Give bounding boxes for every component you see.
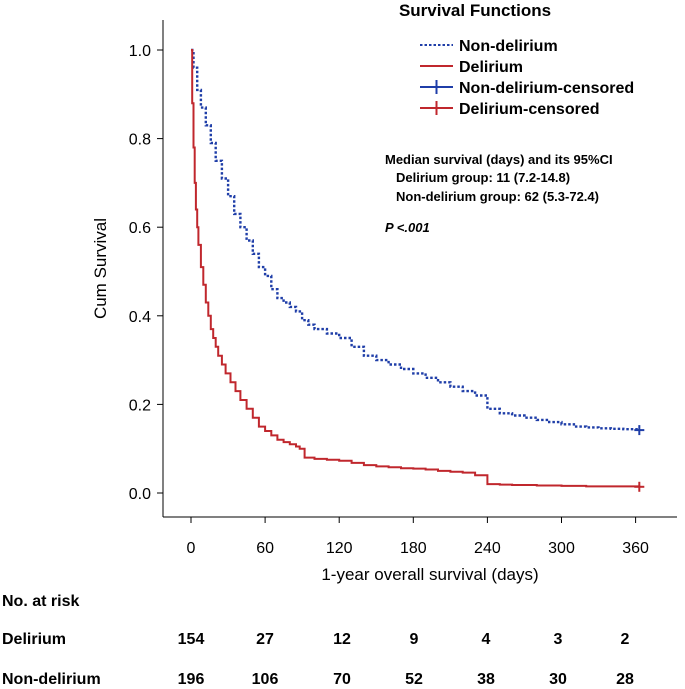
y-tick-label: 0.4 — [129, 309, 151, 326]
y-tick-label: 1.0 — [129, 43, 151, 60]
legend-item: Delirium-censored — [420, 101, 599, 118]
x-tick-label: 120 — [326, 540, 353, 557]
y-axis-ticks: 0.0 0.2 0.4 0.6 0.8 1.0 — [129, 43, 163, 503]
delirium-censored-mark — [634, 481, 645, 492]
risk-count: 2 — [621, 631, 630, 648]
legend-item: Non-delirium-censored — [420, 80, 634, 97]
risk-count: 27 — [256, 631, 274, 648]
risk-count: 28 — [616, 671, 634, 688]
median-annotation: Median survival (days) and its 95%CI Del… — [385, 152, 613, 235]
risk-count: 3 — [554, 631, 563, 648]
censored-markers — [634, 425, 645, 492]
risk-count: 30 — [549, 671, 567, 688]
x-axis-label: 1-year overall survival (days) — [321, 565, 538, 584]
delirium-survival-curve — [191, 49, 641, 488]
legend-item: Non-delirium — [420, 38, 558, 55]
p-value: P <.001 — [385, 220, 430, 235]
x-tick-label: 180 — [400, 540, 427, 557]
legend: Non-delirium Delirium Non-delirium-censore… — [420, 38, 634, 118]
legend-label: Non-delirium — [459, 38, 558, 55]
y-tick-label: 0.8 — [129, 132, 151, 149]
legend-label: Delirium — [459, 59, 523, 76]
y-tick-label: 0.6 — [129, 220, 151, 237]
x-tick-label: 360 — [622, 540, 649, 557]
x-tick-label: 0 — [187, 540, 196, 557]
risk-count: 154 — [178, 631, 205, 648]
y-axis-label: Cum Survival — [91, 218, 110, 319]
non-delirium-survival-curve — [191, 48, 641, 431]
risk-count: 4 — [482, 631, 491, 648]
risk-table-title: No. at risk — [2, 593, 79, 610]
risk-table: No. at risk Delirium 154 27 12 9 4 3 2 Non-delir… — [2, 593, 634, 688]
risk-row-delirium: Delirium 154 27 12 9 4 3 2 — [2, 631, 630, 648]
x-tick-label: 300 — [548, 540, 575, 557]
risk-count: 12 — [333, 631, 351, 648]
risk-count: 196 — [178, 671, 205, 688]
legend-label: Delirium-censored — [459, 101, 599, 118]
risk-count: 70 — [333, 671, 351, 688]
risk-row-label: Delirium — [2, 631, 66, 648]
series-lines — [191, 48, 641, 488]
annotation-heading: Median survival (days) and its 95%CI — [385, 152, 613, 167]
annotation-non-delirium: Non-delirium group: 62 (5.3-72.4) — [396, 189, 599, 204]
x-axis-ticks: 0 60 120 180 240 300 360 — [187, 517, 649, 557]
x-tick-label: 240 — [474, 540, 501, 557]
annotation-delirium: Delirium group: 11 (7.2-14.8) — [396, 170, 570, 185]
risk-count: 52 — [405, 671, 423, 688]
axes — [162, 20, 677, 518]
x-tick-label: 60 — [256, 540, 274, 557]
y-tick-label: 0.0 — [129, 486, 151, 503]
risk-count: 9 — [410, 631, 419, 648]
legend-item: Delirium — [420, 59, 523, 76]
risk-count: 106 — [252, 671, 279, 688]
risk-row-non-delirium: Non-delirium 196 106 70 52 38 30 28 — [2, 671, 634, 688]
legend-label: Non-delirium-censored — [459, 80, 634, 97]
non-delirium-censored-mark — [634, 425, 645, 436]
risk-row-label: Non-delirium — [2, 671, 101, 688]
y-tick-label: 0.2 — [129, 397, 151, 414]
chart-title: Survival Functions — [399, 1, 551, 20]
risk-count: 38 — [477, 671, 495, 688]
